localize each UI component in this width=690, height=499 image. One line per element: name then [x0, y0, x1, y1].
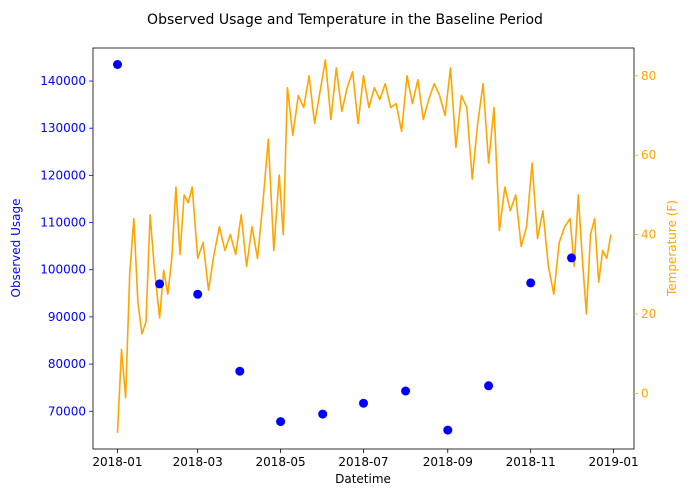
x-axis: 2018-01 2018-03 2018-05 2018-07 2018-09 2018-… — [92, 449, 639, 469]
x-axis-label: Datetime — [335, 472, 391, 486]
left-y-axis: 70000 80000 90000 100000 110000 120000 130000 1… — [40, 74, 93, 418]
right-tick-label: 40 — [641, 228, 656, 242]
x-tick-label: 2018-03 — [173, 455, 223, 469]
temperature-line — [116, 59, 612, 434]
usage-point — [113, 60, 122, 69]
left-tick-label: 120000 — [40, 168, 86, 182]
left-tick-label: 100000 — [40, 263, 86, 277]
x-tick-label: 2018-09 — [423, 455, 473, 469]
left-tick-label: 70000 — [48, 404, 86, 418]
usage-point — [193, 289, 203, 299]
usage-point — [484, 381, 494, 391]
usage-point — [235, 366, 245, 376]
usage-point — [443, 425, 453, 435]
x-tick-label: 2019-01 — [589, 455, 639, 469]
x-tick-label: 2018-05 — [256, 455, 306, 469]
right-tick-label: 80 — [641, 69, 656, 83]
left-tick-label: 130000 — [40, 121, 86, 135]
usage-point — [155, 279, 165, 289]
plot-frame — [92, 47, 635, 450]
usage-series — [113, 60, 576, 435]
usage-point — [401, 386, 411, 396]
left-tick-label: 140000 — [40, 74, 86, 88]
right-y-axis-label: Temperature (F) — [665, 200, 679, 297]
right-y-axis: 0 20 40 60 80 — [634, 69, 656, 400]
x-tick-label: 2018-07 — [338, 455, 388, 469]
x-tick-label: 2018-01 — [92, 455, 142, 469]
left-tick-label: 80000 — [48, 357, 86, 371]
left-tick-label: 90000 — [48, 310, 86, 324]
usage-point — [526, 278, 536, 288]
chart-title: Observed Usage and Temperature in the Ba… — [147, 12, 543, 28]
right-tick-label: 20 — [641, 307, 656, 321]
left-tick-label: 110000 — [40, 216, 86, 230]
usage-point — [276, 417, 286, 427]
x-tick-label: 2018-11 — [506, 455, 556, 469]
right-tick-label: 0 — [641, 386, 649, 400]
usage-point — [567, 253, 576, 263]
usage-point — [359, 398, 368, 408]
temperature-series — [116, 59, 612, 434]
left-y-axis-label: Observed Usage — [9, 199, 23, 298]
usage-point — [318, 409, 328, 419]
right-tick-label: 60 — [641, 148, 656, 162]
